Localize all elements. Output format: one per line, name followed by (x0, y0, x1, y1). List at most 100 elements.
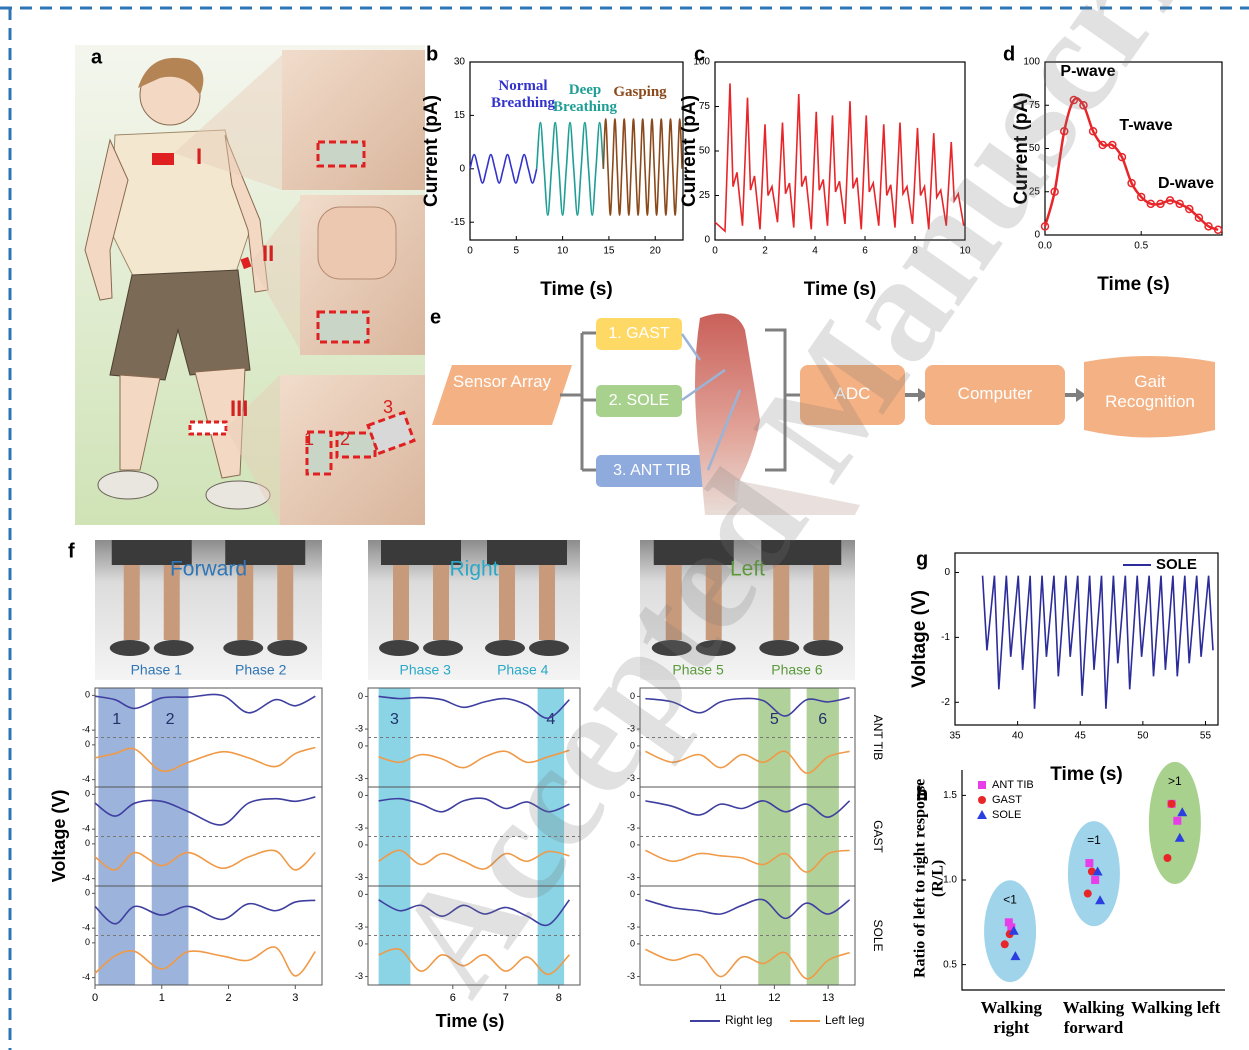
data-point (1084, 890, 1092, 898)
y-tick-label: 0 (358, 691, 363, 701)
x-tick-label: 4 (812, 246, 818, 257)
x-axis-label: Time (s) (1050, 764, 1123, 785)
sensor-highlight (318, 312, 368, 342)
legend-label: Left leg (825, 1013, 864, 1027)
data-point (1091, 876, 1099, 884)
shoe (485, 640, 525, 656)
x-axis-label: Time (s) (1097, 274, 1170, 295)
x-tick-label: 0 (467, 246, 473, 257)
band-label: 2 (166, 711, 175, 728)
site-label: I (196, 144, 202, 169)
legend-marker (978, 796, 986, 804)
band-label: 3 (390, 711, 399, 728)
x-tick-label: Walking left (1131, 998, 1221, 1018)
phase-label: Phase 6 (771, 662, 823, 678)
sensor-number: 1 (304, 429, 314, 449)
photo-chest (282, 50, 425, 190)
x-tick-label: Walking forward (1049, 998, 1139, 1037)
x-tick-label: 1 (159, 992, 165, 1004)
legend-label: Right leg (725, 1013, 772, 1027)
y-tick-label: 0 (358, 889, 363, 899)
legend-marker (978, 781, 986, 789)
y-tick-label: -3 (355, 773, 363, 783)
data-line (983, 576, 1213, 709)
panel-label: b (426, 43, 438, 65)
legend-marker (977, 810, 987, 819)
shoe (154, 640, 194, 656)
legend-label: SOLE (1156, 556, 1197, 573)
y-tick-label: 0 (85, 838, 90, 848)
y-tick-label: 30 (454, 57, 466, 68)
x-tick-label: 0.5 (1134, 241, 1148, 252)
y-tick-label: 0 (85, 888, 90, 898)
x-tick-label: 0 (92, 992, 98, 1004)
x-tick-label: Walking right (966, 998, 1056, 1037)
y-tick-label: -4 (82, 923, 90, 933)
y-axis-label: Current (pA) (679, 95, 700, 207)
x-tick-label: 13 (822, 992, 834, 1004)
x-tick-label: 3 (292, 992, 298, 1004)
y-tick-label: -3 (355, 971, 363, 981)
x-tick-label: 5 (514, 246, 520, 257)
y-tick-label: -1 (941, 632, 950, 643)
x-tick-label: 2 (225, 992, 231, 1004)
x-tick-label: 0 (712, 246, 718, 257)
legend-label: SOLE (992, 809, 1021, 821)
band-label: 1 (112, 711, 121, 728)
y-axis-label: Voltage (V) (49, 790, 69, 883)
y-tick-label: 0 (630, 839, 635, 849)
leg (539, 565, 555, 640)
data-line (470, 155, 537, 183)
y-tick-label: -4 (82, 972, 90, 982)
y-tick-label: -3 (627, 971, 635, 981)
sensor-highlight (318, 142, 364, 166)
shoe (423, 640, 463, 656)
leg (124, 565, 140, 640)
shoe (803, 640, 843, 656)
data-point (1163, 854, 1171, 862)
y-axis-label: Current (pA) (421, 95, 442, 207)
phase-label: Phase 1 (131, 662, 183, 678)
data-point (1173, 817, 1181, 825)
series-label: Gasping (605, 84, 675, 101)
y-tick-label: 0 (358, 790, 363, 800)
data-point (1001, 940, 1009, 948)
x-tick-label: 8 (556, 992, 562, 1004)
sensor-number: 3 (383, 397, 393, 417)
site-label: II (262, 241, 274, 266)
x-tick-label: 12 (768, 992, 780, 1004)
sensor-leg (190, 422, 226, 434)
x-tick-label: 10 (557, 246, 569, 257)
ratio-label: >1 (1168, 774, 1182, 788)
ratio-label: <1 (1003, 892, 1017, 906)
y-tick-label: -2 (941, 697, 950, 708)
x-tick-label: 35 (949, 731, 961, 742)
y-tick-label: -3 (355, 822, 363, 832)
photo-title: Forward (170, 558, 247, 581)
x-tick-label: 55 (1200, 731, 1212, 742)
leg (433, 565, 449, 640)
y-tick-label: -3 (627, 921, 635, 931)
x-tick-label: 15 (603, 246, 615, 257)
panel-label: e (430, 306, 441, 328)
y-tick-label: 0 (85, 739, 90, 749)
x-tick-label: 11 (715, 992, 726, 1004)
y-tick-label: 75 (699, 101, 711, 112)
y-tick-label: 0 (85, 789, 90, 799)
x-tick-label: 6 (450, 992, 456, 1004)
panel-label: g (916, 548, 928, 570)
y-tick-label: -4 (82, 774, 90, 784)
y-tick-label: 50 (699, 146, 711, 157)
shorts (487, 540, 567, 565)
y-tick-label: -3 (355, 723, 363, 733)
panel-label: f (68, 540, 75, 562)
y-axis-label: Voltage (V) (909, 590, 930, 688)
y-tick-label: -4 (82, 725, 90, 735)
y-tick-label: 0 (704, 235, 710, 246)
y-tick-label: 0 (459, 163, 465, 174)
y-tick-label: 15 (454, 110, 466, 121)
connector (560, 333, 596, 470)
leg (277, 565, 293, 640)
band-label: 6 (818, 711, 827, 728)
y-tick-label: -15 (451, 217, 466, 228)
